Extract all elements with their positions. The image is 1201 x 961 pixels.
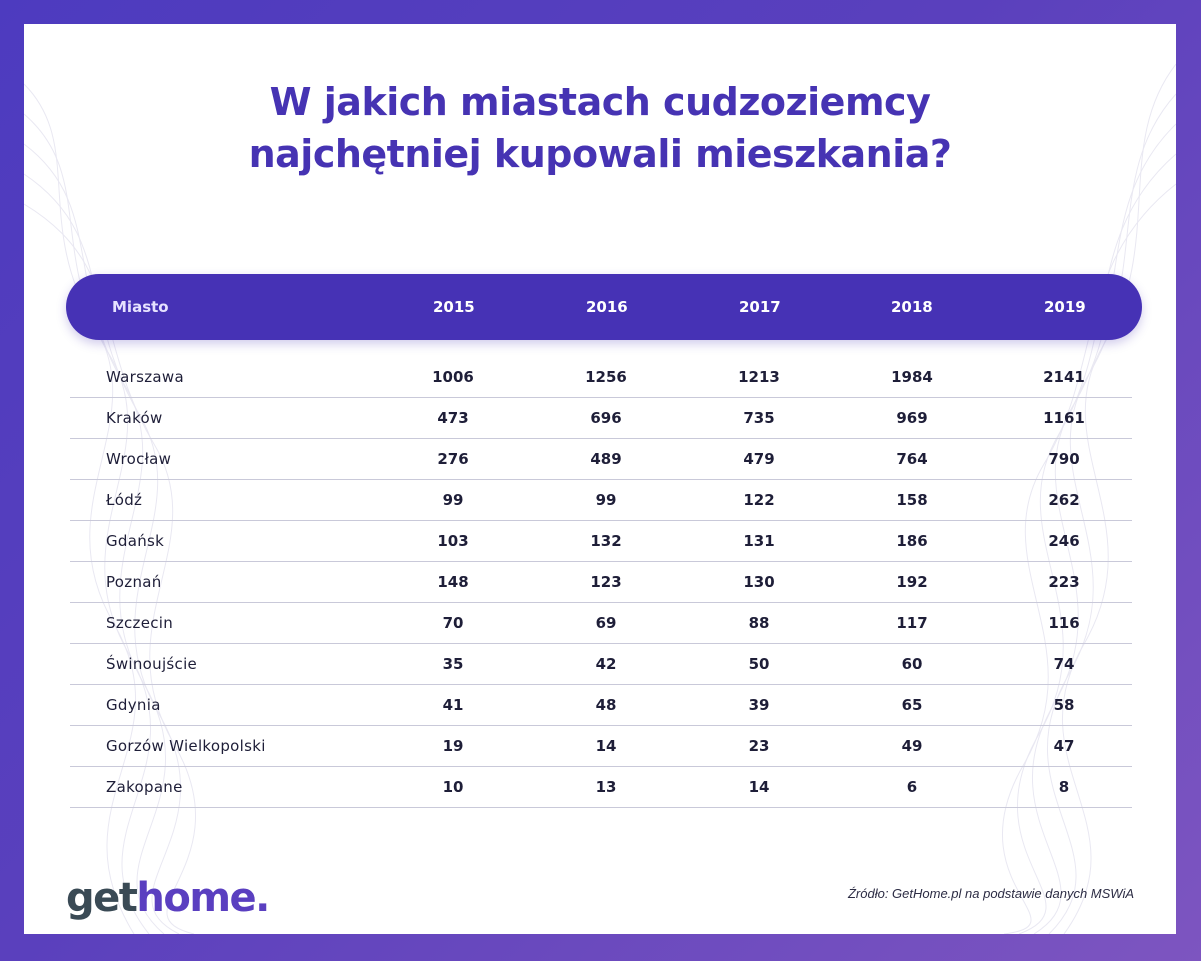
value-2015: 276 (437, 450, 469, 468)
logo-get: get (66, 875, 138, 921)
value-2015: 103 (437, 532, 469, 550)
title-line-1: W jakich miastach cudzoziemcy (269, 80, 931, 124)
value-2016: 489 (590, 450, 622, 468)
infographic-card: W jakich miastach cudzoziemcy najchętnie… (24, 24, 1176, 934)
value-2019: 1161 (1043, 409, 1085, 427)
table-row: Wrocław 276 489 479 764 790 (70, 439, 1132, 480)
value-2018: 60 (901, 655, 923, 673)
table-row: Szczecin 70 69 88 117 116 (70, 603, 1132, 644)
value-2018: 1984 (891, 368, 933, 386)
value-2019: 2141 (1043, 368, 1085, 386)
data-table: Miasto 2015 2016 2017 2018 2019 Warszawa… (66, 274, 1142, 808)
value-2018: 65 (901, 696, 923, 714)
table-row: Warszawa 1006 1256 1213 1984 2141 (70, 357, 1132, 398)
value-2019: 74 (1053, 655, 1075, 673)
value-2018: 49 (901, 737, 923, 755)
value-2019: 223 (1048, 573, 1080, 591)
value-2015: 473 (437, 409, 469, 427)
value-2018: 192 (896, 573, 928, 591)
page-title: W jakich miastach cudzoziemcy najchętnie… (24, 76, 1176, 180)
value-2015: 35 (442, 655, 464, 673)
value-2016: 123 (590, 573, 622, 591)
city-name: Szczecin (106, 614, 174, 632)
value-2016: 13 (595, 778, 617, 796)
value-2019: 262 (1048, 491, 1080, 509)
value-2017: 735 (743, 409, 775, 427)
header-city: Miasto (112, 298, 169, 316)
city-name: Poznań (106, 573, 162, 591)
value-2017: 23 (748, 737, 770, 755)
value-2019: 790 (1048, 450, 1080, 468)
value-2018: 117 (896, 614, 928, 632)
value-2015: 148 (437, 573, 469, 591)
table-row: Gorzów Wielkopolski 19 14 23 49 47 (70, 726, 1132, 767)
value-2019: 8 (1058, 778, 1070, 796)
header-2019: 2019 (1044, 298, 1086, 316)
value-2015: 99 (442, 491, 464, 509)
city-name: Wrocław (106, 450, 172, 468)
title-line-2: najchętniej kupowali mieszkania? (248, 132, 952, 176)
value-2017: 14 (748, 778, 770, 796)
value-2016: 132 (590, 532, 622, 550)
value-2017: 130 (743, 573, 775, 591)
value-2016: 48 (595, 696, 617, 714)
value-2015: 41 (442, 696, 464, 714)
header-2015: 2015 (433, 298, 475, 316)
city-name: Warszawa (106, 368, 184, 386)
value-2016: 1256 (585, 368, 627, 386)
value-2018: 158 (896, 491, 928, 509)
gethome-logo: gethome. (66, 875, 270, 921)
value-2015: 19 (442, 737, 464, 755)
city-name: Gorzów Wielkopolski (106, 737, 266, 755)
value-2016: 42 (595, 655, 617, 673)
city-name: Gdańsk (106, 532, 165, 550)
source-note: Źródło: GetHome.pl na podstawie danych M… (847, 886, 1134, 901)
value-2018: 969 (896, 409, 928, 427)
value-2018: 6 (906, 778, 918, 796)
table-row: Gdańsk 103 132 131 186 246 (70, 521, 1132, 562)
header-2018: 2018 (891, 298, 933, 316)
value-2019: 116 (1048, 614, 1080, 632)
city-name: Kraków (106, 409, 163, 427)
value-2016: 14 (595, 737, 617, 755)
value-2019: 58 (1053, 696, 1075, 714)
city-name: Gdynia (106, 696, 161, 714)
value-2018: 186 (896, 532, 928, 550)
value-2017: 39 (748, 696, 770, 714)
table-row: Łódź 99 99 122 158 262 (70, 480, 1132, 521)
logo-home: home. (136, 875, 270, 921)
value-2017: 1213 (738, 368, 780, 386)
table-body: Warszawa 1006 1256 1213 1984 2141 Kraków 473 696… (70, 357, 1132, 808)
value-2017: 122 (743, 491, 775, 509)
value-2015: 10 (442, 778, 464, 796)
value-2015: 70 (442, 614, 464, 632)
city-name: Zakopane (106, 778, 183, 796)
city-name: Łódź (106, 491, 143, 509)
value-2017: 88 (748, 614, 770, 632)
value-2017: 131 (743, 532, 775, 550)
table-row: Kraków 473 696 735 969 1161 (70, 398, 1132, 439)
header-2017: 2017 (739, 298, 781, 316)
table-row: Zakopane 10 13 14 6 8 (70, 767, 1132, 808)
value-2017: 479 (743, 450, 775, 468)
value-2016: 69 (595, 614, 617, 632)
header-2016: 2016 (586, 298, 628, 316)
value-2019: 246 (1048, 532, 1080, 550)
value-2019: 47 (1053, 737, 1075, 755)
value-2016: 99 (595, 491, 617, 509)
table-row: Świnoujście 35 42 50 60 74 (70, 644, 1132, 685)
value-2017: 50 (748, 655, 770, 673)
table-header: Miasto 2015 2016 2017 2018 2019 (66, 274, 1142, 340)
table-row: Poznań 148 123 130 192 223 (70, 562, 1132, 603)
city-name: Świnoujście (106, 655, 198, 673)
value-2018: 764 (896, 450, 928, 468)
value-2016: 696 (590, 409, 622, 427)
table-row: Gdynia 41 48 39 65 58 (70, 685, 1132, 726)
value-2015: 1006 (432, 368, 474, 386)
